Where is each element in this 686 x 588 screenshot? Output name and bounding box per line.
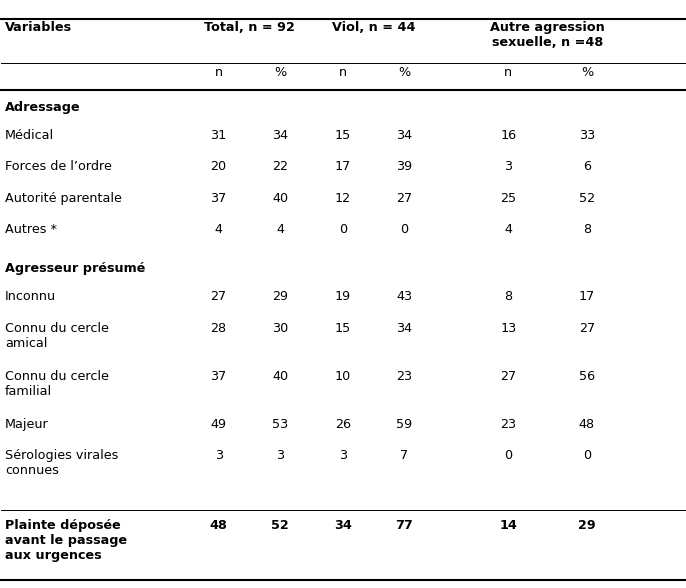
Text: 6: 6 — [583, 161, 591, 173]
Text: 48: 48 — [210, 519, 228, 532]
Text: 39: 39 — [397, 161, 412, 173]
Text: Adressage: Adressage — [5, 101, 80, 114]
Text: 29: 29 — [578, 519, 595, 532]
Text: 22: 22 — [272, 161, 288, 173]
Text: 27: 27 — [579, 322, 595, 335]
Text: 34: 34 — [272, 129, 288, 142]
Text: Autre agression
sexuelle, n =48: Autre agression sexuelle, n =48 — [490, 21, 605, 49]
Text: 52: 52 — [271, 519, 289, 532]
Text: 10: 10 — [335, 369, 351, 383]
Text: 12: 12 — [335, 192, 351, 205]
Text: 0: 0 — [504, 449, 512, 462]
Text: 27: 27 — [500, 369, 517, 383]
Text: Total, n = 92: Total, n = 92 — [204, 21, 295, 34]
Text: 17: 17 — [335, 161, 351, 173]
Text: 53: 53 — [272, 417, 288, 430]
Text: 3: 3 — [215, 449, 223, 462]
Text: 7: 7 — [401, 449, 409, 462]
Text: 48: 48 — [579, 417, 595, 430]
Text: 40: 40 — [272, 192, 288, 205]
Text: 15: 15 — [335, 322, 351, 335]
Text: 19: 19 — [335, 290, 351, 303]
Text: Sérologies virales
connues: Sérologies virales connues — [5, 449, 118, 477]
Text: 26: 26 — [335, 417, 351, 430]
Text: 3: 3 — [339, 449, 347, 462]
Text: 56: 56 — [579, 369, 595, 383]
Text: 31: 31 — [211, 129, 227, 142]
Text: 8: 8 — [504, 290, 512, 303]
Text: 3: 3 — [276, 449, 284, 462]
Text: Plainte déposée
avant le passage
aux urgences: Plainte déposée avant le passage aux urg… — [5, 519, 127, 562]
Text: 0: 0 — [401, 223, 409, 236]
Text: 8: 8 — [583, 223, 591, 236]
Text: 37: 37 — [211, 369, 227, 383]
Text: %: % — [581, 66, 593, 79]
Text: 17: 17 — [579, 290, 595, 303]
Text: 27: 27 — [211, 290, 226, 303]
Text: 0: 0 — [339, 223, 347, 236]
Text: 77: 77 — [396, 519, 414, 532]
Text: 23: 23 — [397, 369, 412, 383]
Text: 14: 14 — [499, 519, 517, 532]
Text: Viol, n = 44: Viol, n = 44 — [332, 21, 416, 34]
Text: 4: 4 — [504, 223, 512, 236]
Text: 34: 34 — [397, 129, 412, 142]
Text: 59: 59 — [397, 417, 412, 430]
Text: 4: 4 — [215, 223, 223, 236]
Text: Forces de l’ordre: Forces de l’ordre — [5, 161, 112, 173]
Text: 29: 29 — [272, 290, 288, 303]
Text: Connu du cercle
familial: Connu du cercle familial — [5, 369, 108, 397]
Text: 52: 52 — [579, 192, 595, 205]
Text: 33: 33 — [579, 129, 595, 142]
Text: n: n — [215, 66, 223, 79]
Text: Autorité parentale: Autorité parentale — [5, 192, 121, 205]
Text: Agresseur présumé: Agresseur présumé — [5, 262, 145, 275]
Text: 34: 34 — [334, 519, 352, 532]
Text: 4: 4 — [276, 223, 284, 236]
Text: Inconnu: Inconnu — [5, 290, 56, 303]
Text: Autres *: Autres * — [5, 223, 57, 236]
Text: Médical: Médical — [5, 129, 54, 142]
Text: %: % — [274, 66, 286, 79]
Text: 25: 25 — [500, 192, 517, 205]
Text: 20: 20 — [211, 161, 226, 173]
Text: 16: 16 — [500, 129, 517, 142]
Text: n: n — [504, 66, 512, 79]
Text: 49: 49 — [211, 417, 226, 430]
Text: 30: 30 — [272, 322, 288, 335]
Text: n: n — [339, 66, 347, 79]
Text: 13: 13 — [500, 322, 517, 335]
Text: Majeur: Majeur — [5, 417, 49, 430]
Text: 43: 43 — [397, 290, 412, 303]
Text: %: % — [399, 66, 411, 79]
Text: 15: 15 — [335, 129, 351, 142]
Text: 3: 3 — [504, 161, 512, 173]
Text: 34: 34 — [397, 322, 412, 335]
Text: 27: 27 — [397, 192, 412, 205]
Text: 28: 28 — [211, 322, 226, 335]
Text: 37: 37 — [211, 192, 227, 205]
Text: Variables: Variables — [5, 21, 72, 34]
Text: 40: 40 — [272, 369, 288, 383]
Text: 0: 0 — [583, 449, 591, 462]
Text: 23: 23 — [500, 417, 517, 430]
Text: Connu du cercle
amical: Connu du cercle amical — [5, 322, 108, 349]
